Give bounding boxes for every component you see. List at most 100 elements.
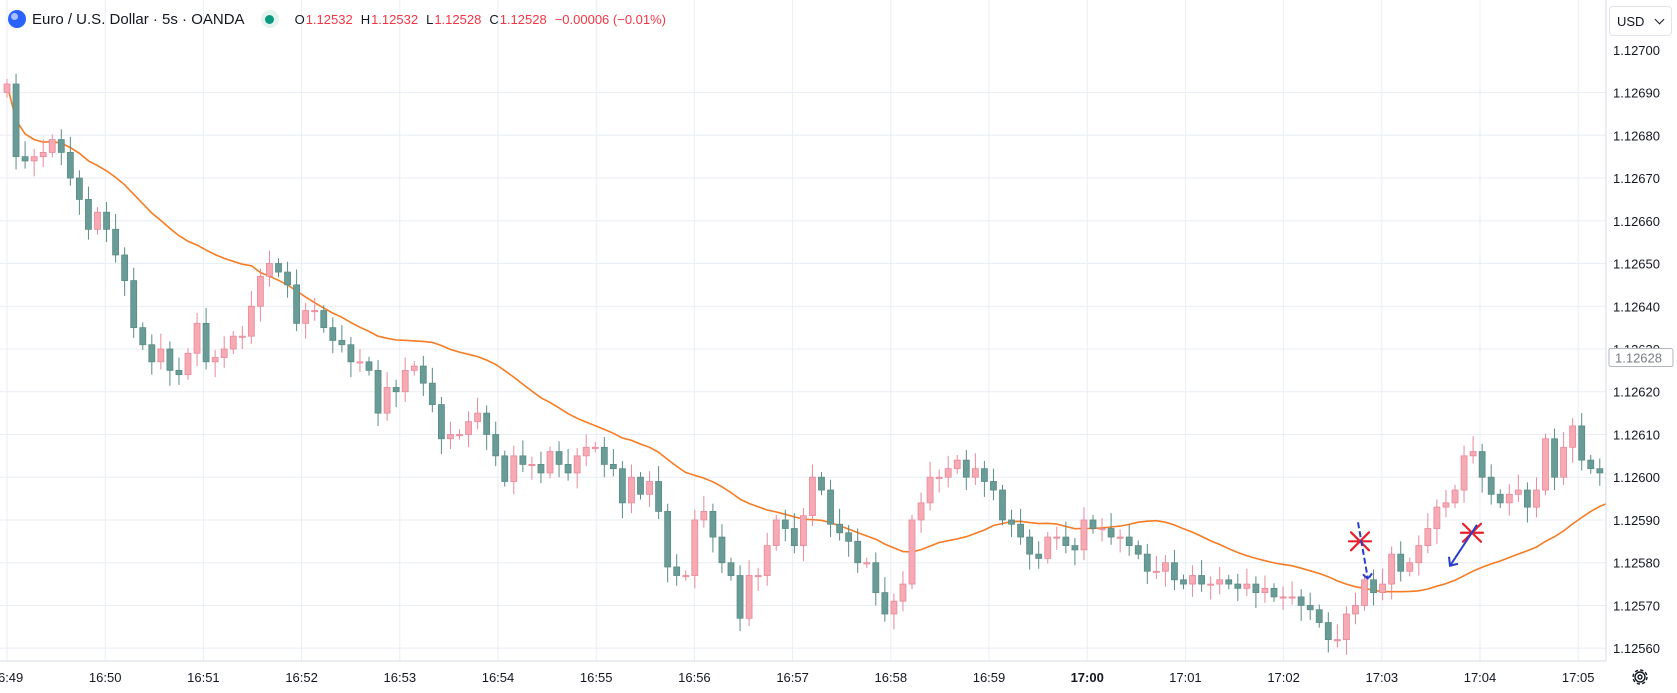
candle[interactable] <box>347 337 355 378</box>
candle[interactable] <box>501 450 509 487</box>
candle[interactable] <box>745 560 753 626</box>
candle[interactable] <box>401 357 409 402</box>
candle[interactable] <box>600 437 608 478</box>
candle[interactable] <box>184 348 192 380</box>
candle[interactable] <box>437 396 445 455</box>
candle[interactable] <box>872 552 880 606</box>
candle[interactable] <box>1189 565 1196 597</box>
candle[interactable] <box>1560 431 1567 485</box>
candle[interactable] <box>1514 474 1522 503</box>
time-axis[interactable]: 16:49 16:50 16:51 16:52 16:53 16:54 16:55 16:56… <box>0 660 1677 693</box>
candle[interactable] <box>944 455 952 488</box>
candle[interactable] <box>1569 418 1577 463</box>
candle[interactable] <box>465 411 472 448</box>
candle[interactable] <box>121 247 129 297</box>
candle[interactable] <box>1035 541 1043 569</box>
candle[interactable] <box>682 570 690 581</box>
candle[interactable] <box>1198 560 1205 592</box>
candle[interactable] <box>673 554 681 586</box>
candle[interactable] <box>374 360 382 426</box>
candle[interactable] <box>637 472 644 500</box>
candle[interactable] <box>410 360 418 376</box>
candle[interactable] <box>1424 513 1432 554</box>
candle[interactable] <box>474 397 482 430</box>
candle[interactable] <box>48 134 56 158</box>
candle[interactable] <box>845 525 853 557</box>
candle[interactable] <box>1017 508 1024 545</box>
candle[interactable] <box>383 372 391 421</box>
candle[interactable] <box>1116 529 1124 553</box>
candle[interactable] <box>3 78 11 98</box>
candle[interactable] <box>302 302 310 339</box>
candle[interactable] <box>754 567 762 591</box>
candle[interactable] <box>619 460 626 519</box>
candle[interactable] <box>1053 526 1061 550</box>
candle[interactable] <box>1216 566 1224 595</box>
candle[interactable] <box>908 514 916 590</box>
candle[interactable] <box>238 325 246 349</box>
candle[interactable] <box>492 421 500 467</box>
candle[interactable] <box>1343 606 1350 656</box>
candle[interactable] <box>220 336 228 368</box>
candle[interactable] <box>1207 576 1215 600</box>
market-status-icon[interactable] <box>260 10 279 28</box>
candle[interactable] <box>646 471 653 508</box>
candle[interactable] <box>1162 555 1169 587</box>
candle[interactable] <box>66 137 74 186</box>
candle[interactable] <box>365 356 373 376</box>
candle[interactable] <box>981 460 988 497</box>
candle[interactable] <box>1324 612 1332 653</box>
candle[interactable] <box>700 496 708 528</box>
candle[interactable] <box>1469 436 1477 464</box>
candle[interactable] <box>1533 477 1540 518</box>
candle[interactable] <box>293 269 301 332</box>
candle[interactable] <box>483 405 491 450</box>
candle[interactable] <box>329 317 337 354</box>
candle[interactable] <box>664 503 672 583</box>
candle[interactable] <box>990 468 997 501</box>
candle[interactable] <box>1596 458 1604 486</box>
candle[interactable] <box>1026 529 1034 570</box>
candle[interactable] <box>1098 518 1106 542</box>
candle[interactable] <box>57 129 65 166</box>
candle[interactable] <box>546 446 554 479</box>
candle[interactable] <box>112 213 119 263</box>
candle[interactable] <box>12 73 20 170</box>
candle[interactable] <box>691 509 699 589</box>
candle[interactable] <box>609 449 617 477</box>
gear-icon[interactable] <box>1629 667 1651 687</box>
candle[interactable] <box>157 333 165 370</box>
candle[interactable] <box>1089 514 1097 534</box>
candle[interactable] <box>1487 464 1495 505</box>
candle[interactable] <box>1578 413 1586 471</box>
candle[interactable] <box>338 325 346 353</box>
candle[interactable] <box>1288 581 1296 605</box>
candle[interactable] <box>564 449 572 481</box>
candle[interactable] <box>1008 509 1015 538</box>
candle[interactable] <box>827 479 834 538</box>
candle[interactable] <box>510 445 518 495</box>
candle[interactable] <box>311 297 319 321</box>
symbol-title[interactable]: Euro / U.S. Dollar · 5s · OANDA <box>32 10 245 28</box>
candle[interactable] <box>537 451 545 484</box>
candle[interactable] <box>881 577 889 622</box>
candle[interactable] <box>1496 489 1504 508</box>
candle[interactable] <box>800 507 807 561</box>
candle[interactable] <box>1397 541 1405 582</box>
candle[interactable] <box>1143 543 1151 585</box>
candle[interactable] <box>1180 574 1187 590</box>
candle[interactable] <box>1542 433 1549 496</box>
candle[interactable] <box>591 442 599 453</box>
candle[interactable] <box>890 593 898 630</box>
candle[interactable] <box>356 349 364 373</box>
candle[interactable] <box>1270 583 1278 603</box>
candle[interactable] <box>1125 524 1133 556</box>
candle[interactable] <box>555 441 563 478</box>
candle[interactable] <box>1279 586 1287 610</box>
candle[interactable] <box>818 472 825 496</box>
candle[interactable] <box>718 524 726 573</box>
candle[interactable] <box>854 528 862 573</box>
candle[interactable] <box>1080 507 1088 561</box>
